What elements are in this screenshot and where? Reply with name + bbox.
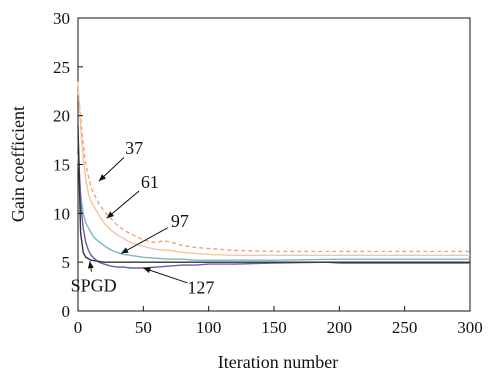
y-axis-title: Gain coefficient bbox=[8, 106, 28, 222]
y-tick-label: 30 bbox=[53, 9, 70, 28]
annotation-label: 97 bbox=[171, 211, 189, 231]
series-layer bbox=[77, 81, 470, 269]
annotation-label: 127 bbox=[187, 277, 214, 297]
y-tick-label: 0 bbox=[62, 302, 71, 321]
series-line-61 bbox=[77, 81, 470, 257]
series-line-127 bbox=[77, 135, 470, 269]
x-axis-title: Iteration number bbox=[218, 352, 338, 372]
annotation-label: SPGD bbox=[71, 275, 117, 295]
series-line-spgd bbox=[77, 125, 470, 263]
axes-layer: 0 50 100 150 200 250 300 0 5 10 15 20 25 30 bbox=[53, 9, 483, 337]
annotation-arrow bbox=[106, 190, 140, 219]
annotation-layer: 37 61 97 127 SPGD bbox=[71, 138, 215, 298]
x-tick-label: 0 bbox=[74, 318, 83, 337]
y-tick-label: 20 bbox=[53, 107, 70, 126]
y-tick-label: 15 bbox=[53, 156, 70, 175]
x-tick-label: 300 bbox=[457, 318, 483, 337]
x-tick-label: 50 bbox=[135, 318, 152, 337]
x-tick-label: 200 bbox=[327, 318, 353, 337]
y-tick-label: 25 bbox=[53, 58, 70, 77]
x-tick-label: 150 bbox=[261, 318, 287, 337]
annotation-arrow bbox=[120, 227, 168, 254]
annotation-arrow bbox=[143, 267, 188, 284]
annotation-label: 37 bbox=[125, 138, 143, 158]
annotation-label: 61 bbox=[141, 172, 159, 192]
plot-frame bbox=[77, 17, 471, 312]
annotation-arrow bbox=[87, 261, 94, 272]
series-line-37 bbox=[77, 91, 470, 253]
plot-border bbox=[77, 17, 471, 312]
y-tick-label: 5 bbox=[62, 253, 71, 272]
y-tick-label: 10 bbox=[53, 204, 70, 223]
annotation-arrow bbox=[98, 157, 125, 182]
x-tick-label: 250 bbox=[392, 318, 418, 337]
series-line-97 bbox=[77, 154, 470, 261]
x-tick-label: 100 bbox=[196, 318, 222, 337]
